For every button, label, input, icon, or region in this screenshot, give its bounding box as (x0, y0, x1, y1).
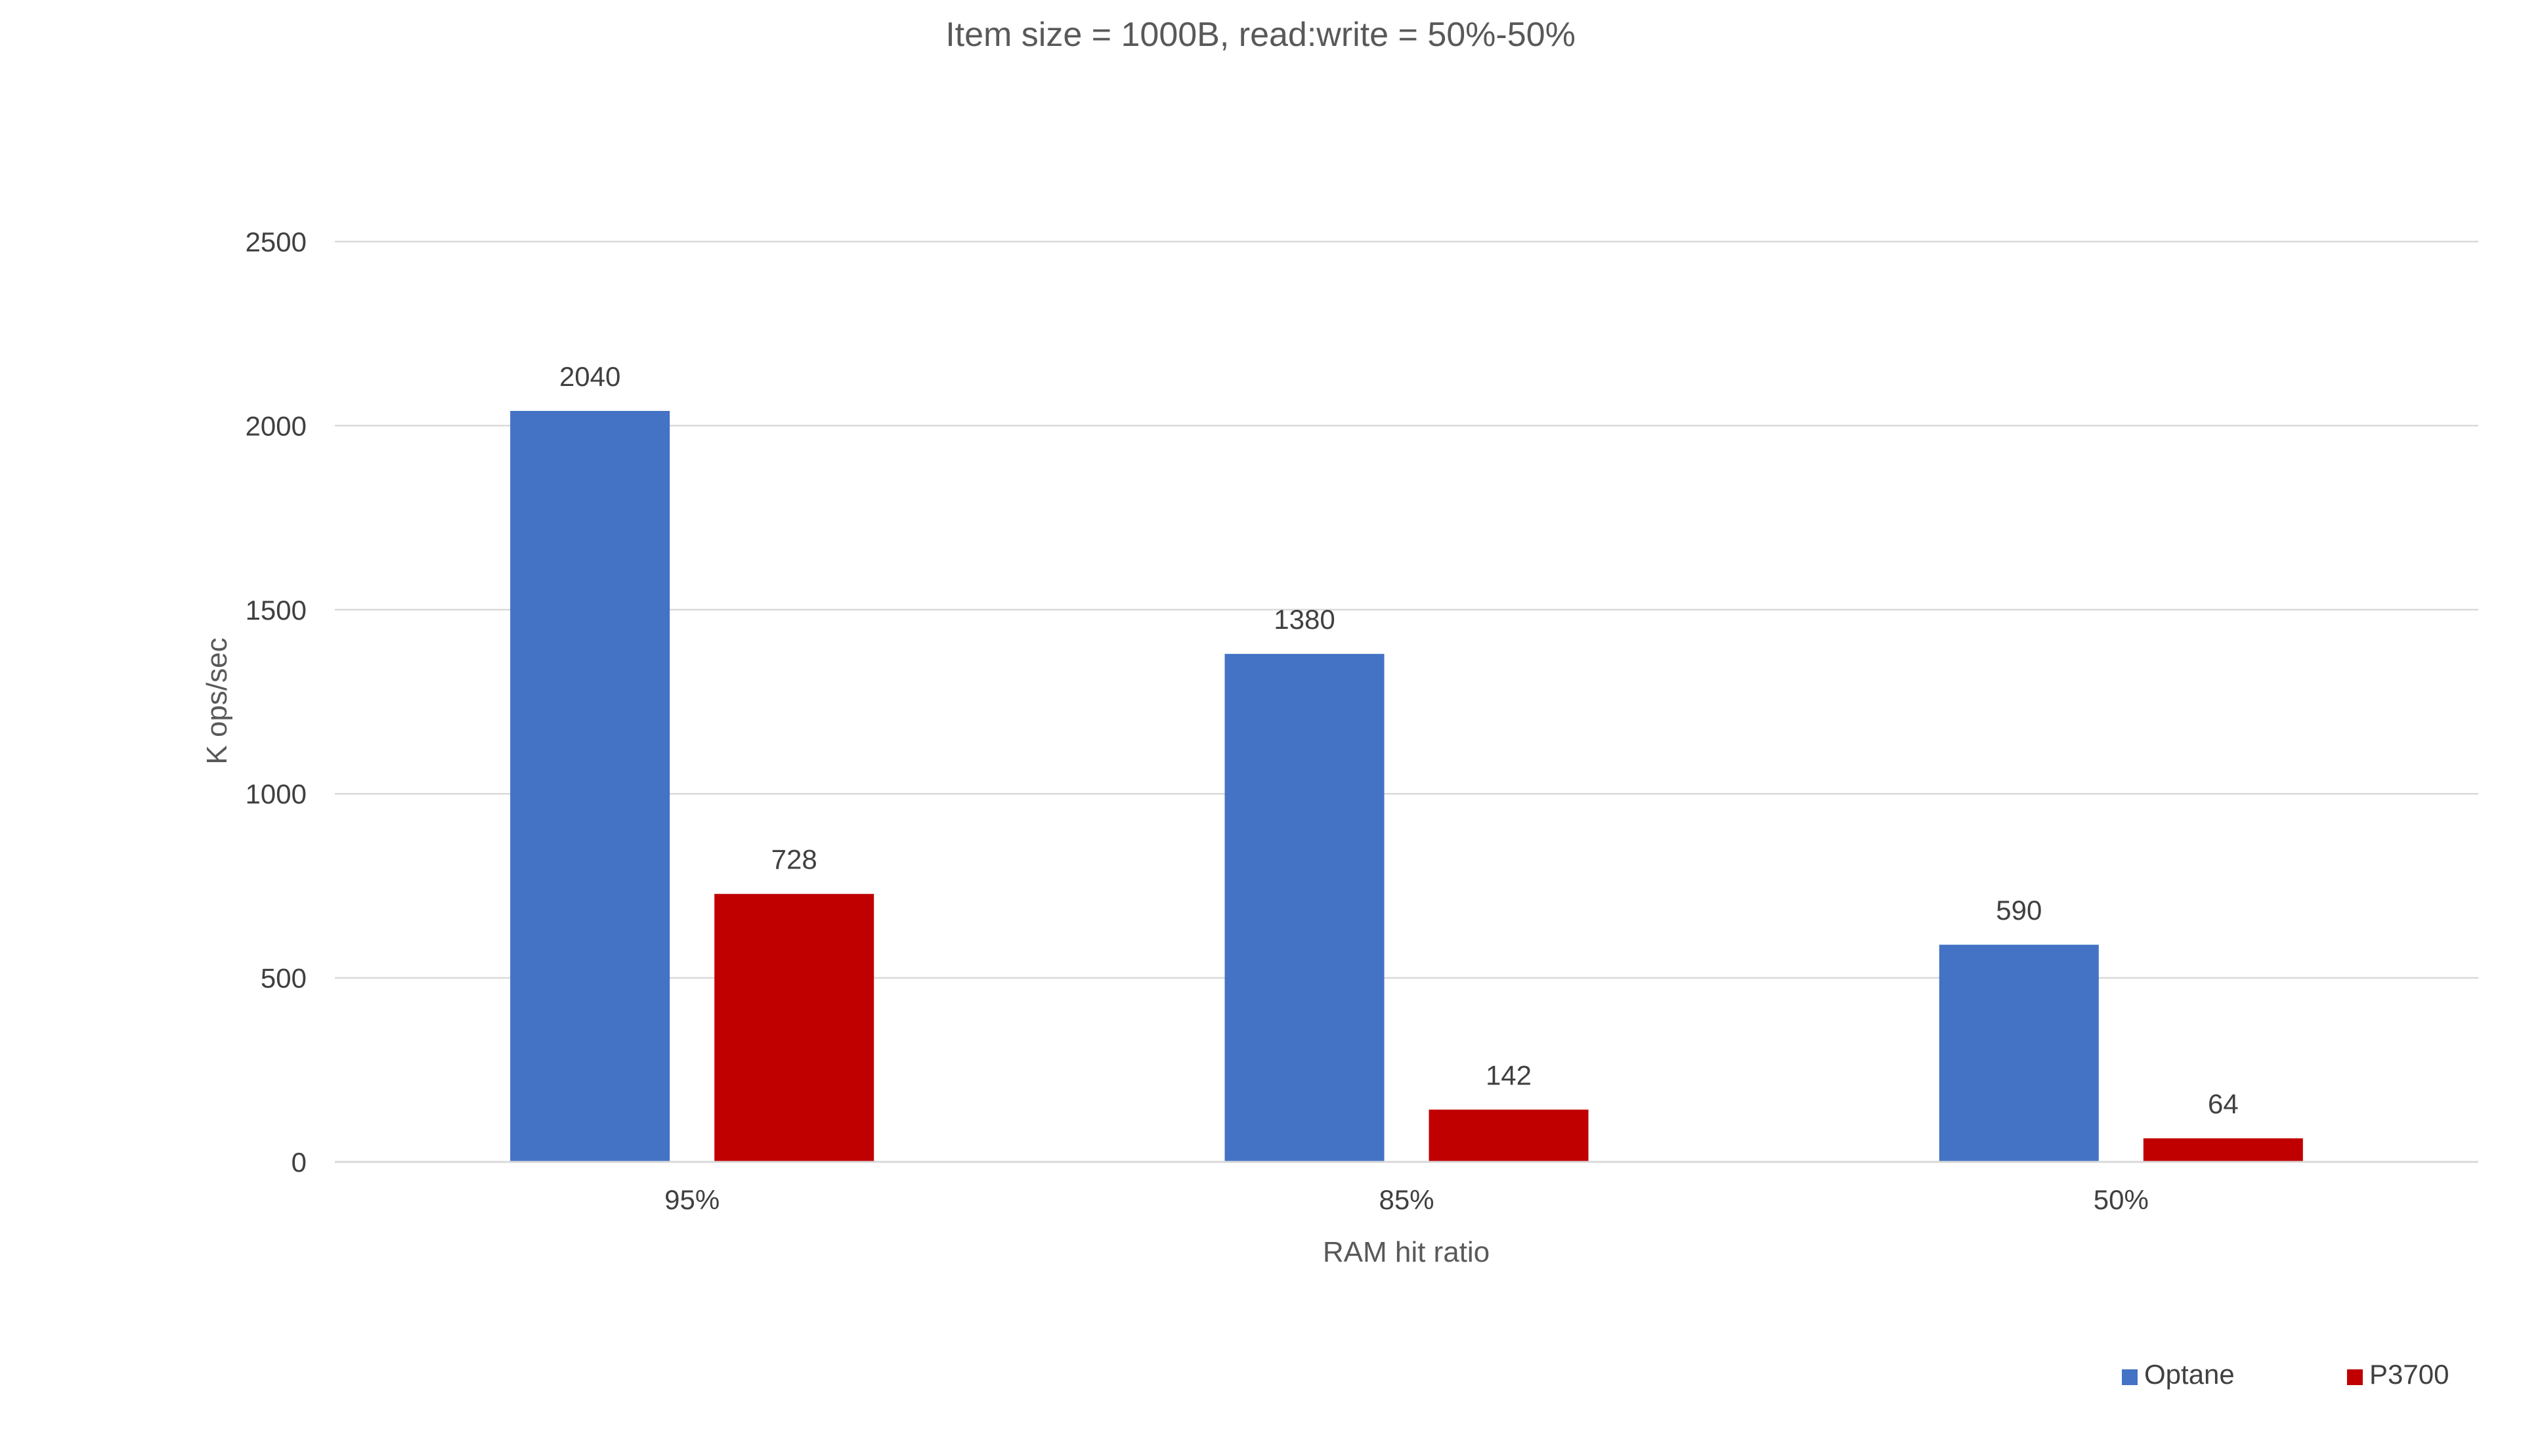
legend-swatch-p3700 (2347, 1369, 2363, 1385)
legend-label-p3700: P3700 (2369, 1359, 2449, 1390)
legend: Optane P3700 (2122, 1359, 2449, 1390)
y-tick-label: 0 (291, 1147, 307, 1178)
data-label: 590 (1996, 895, 2042, 926)
bar-optane-1 (1224, 654, 1385, 1162)
chart-title: Item size = 1000B, read:write = 50%-50% (945, 16, 1576, 54)
data-label: 64 (2208, 1088, 2239, 1119)
y-axis-ticks: 0 500 1000 1500 2000 2500 (246, 226, 307, 1178)
bar-optane-2 (1939, 945, 2099, 1162)
y-tick-label: 2500 (246, 226, 307, 257)
x-tick-label: 50% (2094, 1184, 2149, 1215)
x-tick-label: 95% (664, 1184, 720, 1215)
y-tick-label: 500 (261, 963, 307, 994)
y-tick-label: 1000 (246, 779, 307, 809)
y-axis-title: K ops/sec (201, 637, 233, 764)
bar-p3700-2 (2143, 1138, 2303, 1162)
bars (510, 410, 2303, 1162)
legend-swatch-optane (2122, 1369, 2138, 1385)
bar-optane-0 (510, 410, 670, 1162)
y-tick-label: 2000 (246, 410, 307, 441)
x-axis-ticks: 95% 85% 50% (664, 1184, 2149, 1215)
data-label: 728 (771, 844, 817, 875)
bar-p3700-0 (714, 893, 874, 1162)
data-label: 2040 (559, 361, 620, 392)
x-axis-title: RAM hit ratio (1323, 1236, 1490, 1268)
y-tick-label: 1500 (246, 595, 307, 626)
legend-label-optane: Optane (2144, 1359, 2235, 1390)
bar-p3700-1 (1429, 1109, 1589, 1162)
gridlines (335, 240, 2478, 979)
data-label: 142 (1486, 1060, 1532, 1090)
data-label: 1380 (1274, 604, 1335, 635)
x-tick-label: 85% (1379, 1184, 1434, 1215)
data-labels: 2040 728 1380 142 590 64 (559, 361, 2239, 1119)
